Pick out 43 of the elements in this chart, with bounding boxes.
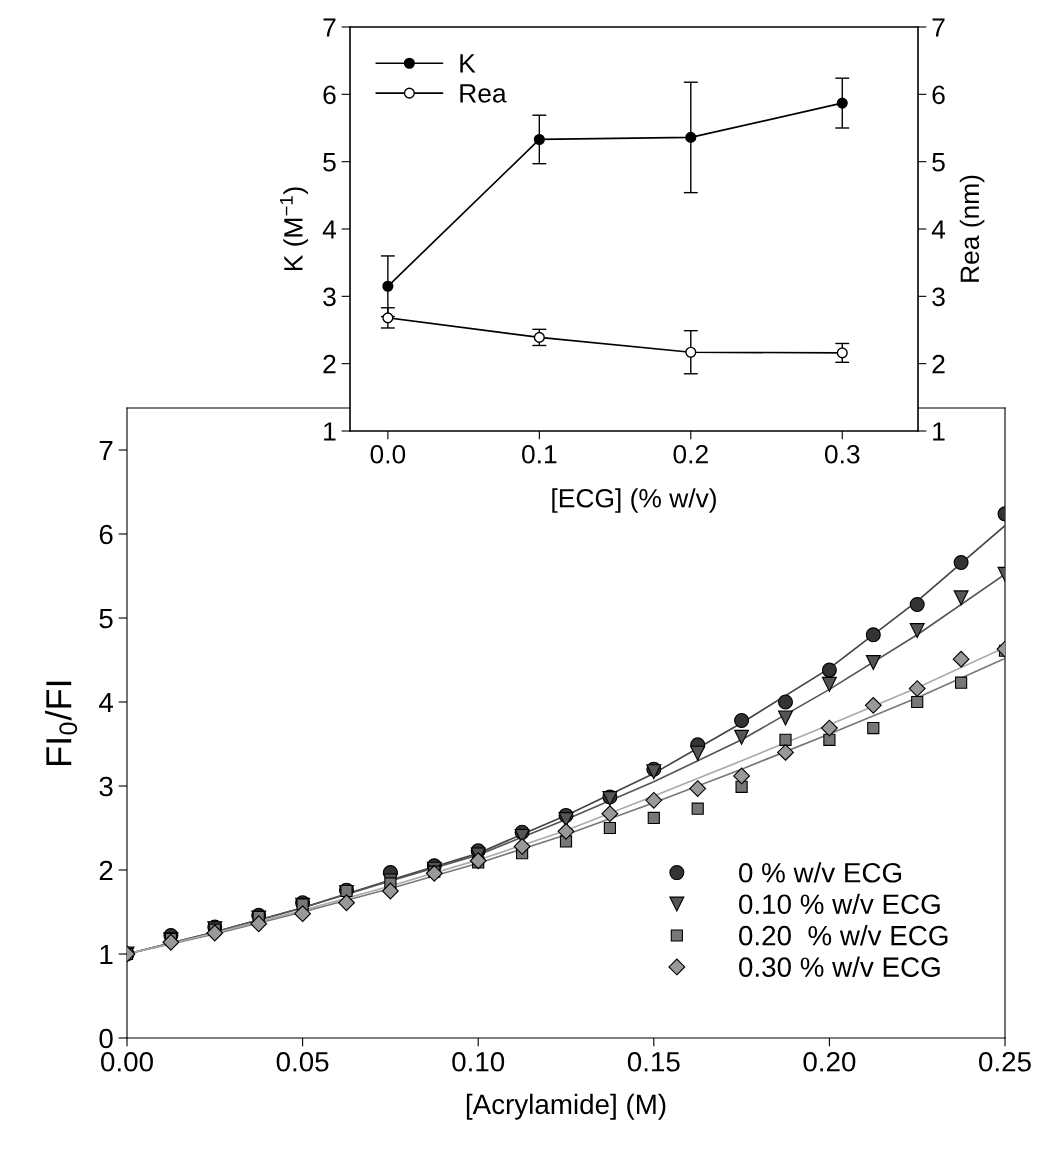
x-tick-label: 0.05: [276, 1051, 329, 1072]
y-tick-label: 5: [99, 608, 113, 629]
x-tick-label: 0.10: [452, 1051, 505, 1072]
y-tick-label: 3: [323, 287, 336, 307]
y-tick-label: 0: [99, 1028, 113, 1049]
y-tick-label: 3: [99, 776, 113, 797]
y-tick-label: 5: [323, 153, 336, 172]
y2-tick-label: 1: [933, 422, 945, 441]
y-tick-label: 4: [99, 692, 113, 713]
y2-tick-label: 2: [932, 354, 945, 374]
y-tick-label: 4: [322, 220, 337, 239]
legend-label: 0.10 % w/v ECG: [739, 893, 940, 915]
y2-tick-label: 6: [932, 85, 945, 105]
y2-axis-title: Rea (nm): [959, 175, 985, 282]
y-tick-label: 6: [323, 85, 336, 105]
x-axis-title: [ECG] (% w/v): [552, 488, 716, 513]
x-tick-label: 0.20: [803, 1051, 856, 1072]
y-tick-label: 7: [323, 18, 336, 37]
x-tick-label: 0.00: [101, 1051, 153, 1072]
y2-tick-label: 7: [932, 18, 945, 37]
x-tick-label: 0.3: [824, 444, 860, 464]
y2-tick-label: 4: [931, 220, 946, 239]
y-tick-label: 6: [99, 524, 113, 545]
legend-label: 0.30 % w/v ECG: [739, 956, 940, 977]
legend-label: K: [460, 54, 476, 73]
y-tick-label: 2: [323, 354, 336, 374]
y-tick-label: 1: [100, 944, 113, 965]
legend-label: Rea: [460, 84, 507, 103]
legend-label: 0 % w/v ECG: [739, 862, 902, 883]
x-axis-title: [Acrylamide] (M): [466, 1093, 666, 1120]
y-tick-label: 7: [99, 440, 113, 461]
y-axis-title: K (M$^{−1}$): [280, 187, 308, 271]
x-tick-label: 0.25: [979, 1051, 1031, 1072]
x-tick-label: 0.1: [522, 444, 557, 464]
x-tick-label: 0.0: [370, 444, 406, 464]
y-tick-label: 2: [99, 860, 113, 881]
x-tick-label: 0.2: [673, 444, 708, 464]
x-tick-label: 0.15: [627, 1051, 680, 1072]
y2-tick-label: 3: [932, 287, 945, 307]
y-tick-label: 1: [324, 422, 336, 441]
y2-tick-label: 5: [932, 153, 945, 172]
legend-label: 0.20 % w/v ECG: [739, 925, 948, 946]
y-axis-title: FI$_{0}$/FI: [45, 681, 78, 765]
